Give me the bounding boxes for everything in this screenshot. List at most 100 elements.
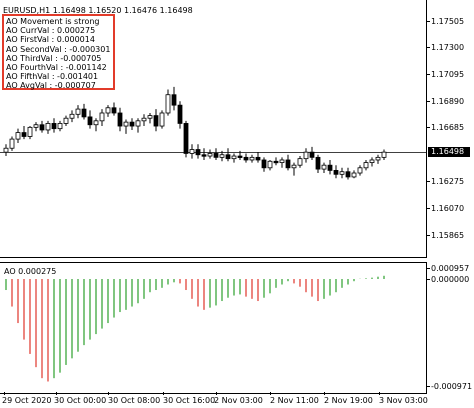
bear-candle-body	[21, 132, 27, 137]
candle	[327, 159, 333, 175]
time-tick	[270, 392, 271, 395]
bear-candle-body	[225, 154, 231, 160]
bull-candle-body	[231, 155, 237, 160]
price-tick	[426, 47, 430, 48]
candle	[75, 105, 81, 119]
price-axis-label: 1.17095	[431, 70, 465, 79]
price-tick	[426, 208, 430, 209]
candle	[57, 120, 63, 132]
bull-candle-body	[381, 151, 387, 158]
time-tick	[56, 392, 57, 395]
candle	[339, 167, 345, 179]
bull-candle-body	[15, 132, 21, 140]
bull-candle-body	[75, 108, 81, 115]
ao-tick	[426, 386, 430, 387]
bull-candle-body	[57, 123, 63, 130]
bear-candle-body	[285, 159, 291, 169]
ao-indicator-pane[interactable]	[0, 262, 427, 394]
bull-candle-body	[99, 112, 105, 122]
bear-candle-body	[39, 124, 45, 131]
candle	[195, 144, 201, 159]
candle	[171, 86, 177, 111]
price-axis-label: 1.16890	[431, 97, 465, 106]
candle	[315, 154, 321, 174]
bull-candle-body	[249, 156, 255, 161]
bear-candle-body	[327, 164, 333, 171]
time-tick	[379, 392, 380, 395]
bull-candle-body	[369, 159, 375, 163]
info-line: AO CurrVal : 0.000275	[6, 26, 96, 36]
candle	[351, 170, 357, 179]
candlestick-chart[interactable]	[0, 0, 426, 257]
candle	[105, 105, 111, 117]
bear-candle-body	[315, 156, 321, 170]
price-axis-label: 1.17505	[431, 17, 465, 26]
bear-candle-body	[177, 104, 183, 124]
bull-candle-body	[303, 151, 309, 160]
candle	[15, 128, 21, 144]
ao-indicator-label: AO 0.000275	[4, 267, 57, 276]
ao-axis-label: 0.000000	[431, 275, 470, 284]
ao-histogram[interactable]	[0, 263, 426, 393]
bear-candle-body	[333, 170, 339, 175]
price-tick	[426, 235, 430, 236]
bear-candle-body	[237, 155, 243, 158]
bull-candle-body	[63, 117, 69, 124]
bull-candle-body	[165, 94, 171, 114]
bear-candle-body	[129, 121, 135, 127]
bull-candle-body	[33, 124, 39, 128]
candle	[237, 150, 243, 160]
candle	[285, 154, 291, 171]
candle	[129, 118, 135, 130]
ao-tick	[426, 268, 430, 269]
bear-candle-body	[201, 154, 207, 157]
bull-candle-body	[147, 115, 153, 119]
bull-candle-body	[291, 164, 297, 169]
candle	[303, 148, 309, 163]
candle	[279, 157, 285, 168]
ao-info-box: AO Movement is strong AO CurrVal : 0.000…	[2, 14, 115, 90]
bull-candle-body	[45, 123, 51, 131]
info-line: AO FourthVal : -0.001142	[6, 63, 107, 73]
candle	[207, 149, 213, 159]
price-axis-label: 1.16685	[431, 123, 465, 132]
bear-candle-body	[81, 108, 87, 118]
bull-candle-body	[219, 154, 225, 158]
price-tick	[426, 181, 430, 182]
info-line: AO Movement is strong	[6, 17, 100, 26]
price-axis-label: 1.16070	[431, 204, 465, 213]
bear-candle-body	[51, 123, 57, 130]
bear-candle-body	[117, 112, 123, 127]
candle	[273, 157, 279, 166]
candle	[249, 154, 255, 163]
time-axis-label: 30 Oct 16:00	[163, 396, 216, 405]
candle	[381, 149, 387, 160]
candle	[87, 110, 93, 129]
candle	[9, 136, 15, 151]
time-tick	[216, 392, 217, 395]
price-tick	[426, 74, 430, 75]
price-axis-label: 1.17300	[431, 43, 465, 52]
candle	[51, 118, 57, 133]
time-axis-label: 29 Oct 2020	[2, 396, 52, 405]
info-line: AO AvgVal : -0.000707	[6, 81, 96, 91]
bear-candle-body	[213, 153, 219, 158]
ao-axis-label: 0.000957	[431, 264, 470, 273]
bull-candle-body	[339, 171, 345, 175]
candle	[291, 162, 297, 176]
candle	[111, 102, 117, 116]
time-axis-label: 30 Oct 08:00	[108, 396, 161, 405]
current-price-tag: 1.16498	[428, 147, 470, 157]
bear-candle-body	[111, 107, 117, 114]
candle	[99, 109, 105, 127]
candle	[183, 120, 189, 158]
bull-candle-body	[297, 158, 303, 166]
time-axis-label: 30 Oct 00:00	[54, 396, 107, 405]
bull-candle-body	[375, 156, 381, 161]
candle	[231, 153, 237, 163]
candle	[159, 110, 165, 129]
price-tick	[426, 101, 430, 102]
bear-candle-body	[273, 160, 279, 164]
candle	[165, 89, 171, 116]
